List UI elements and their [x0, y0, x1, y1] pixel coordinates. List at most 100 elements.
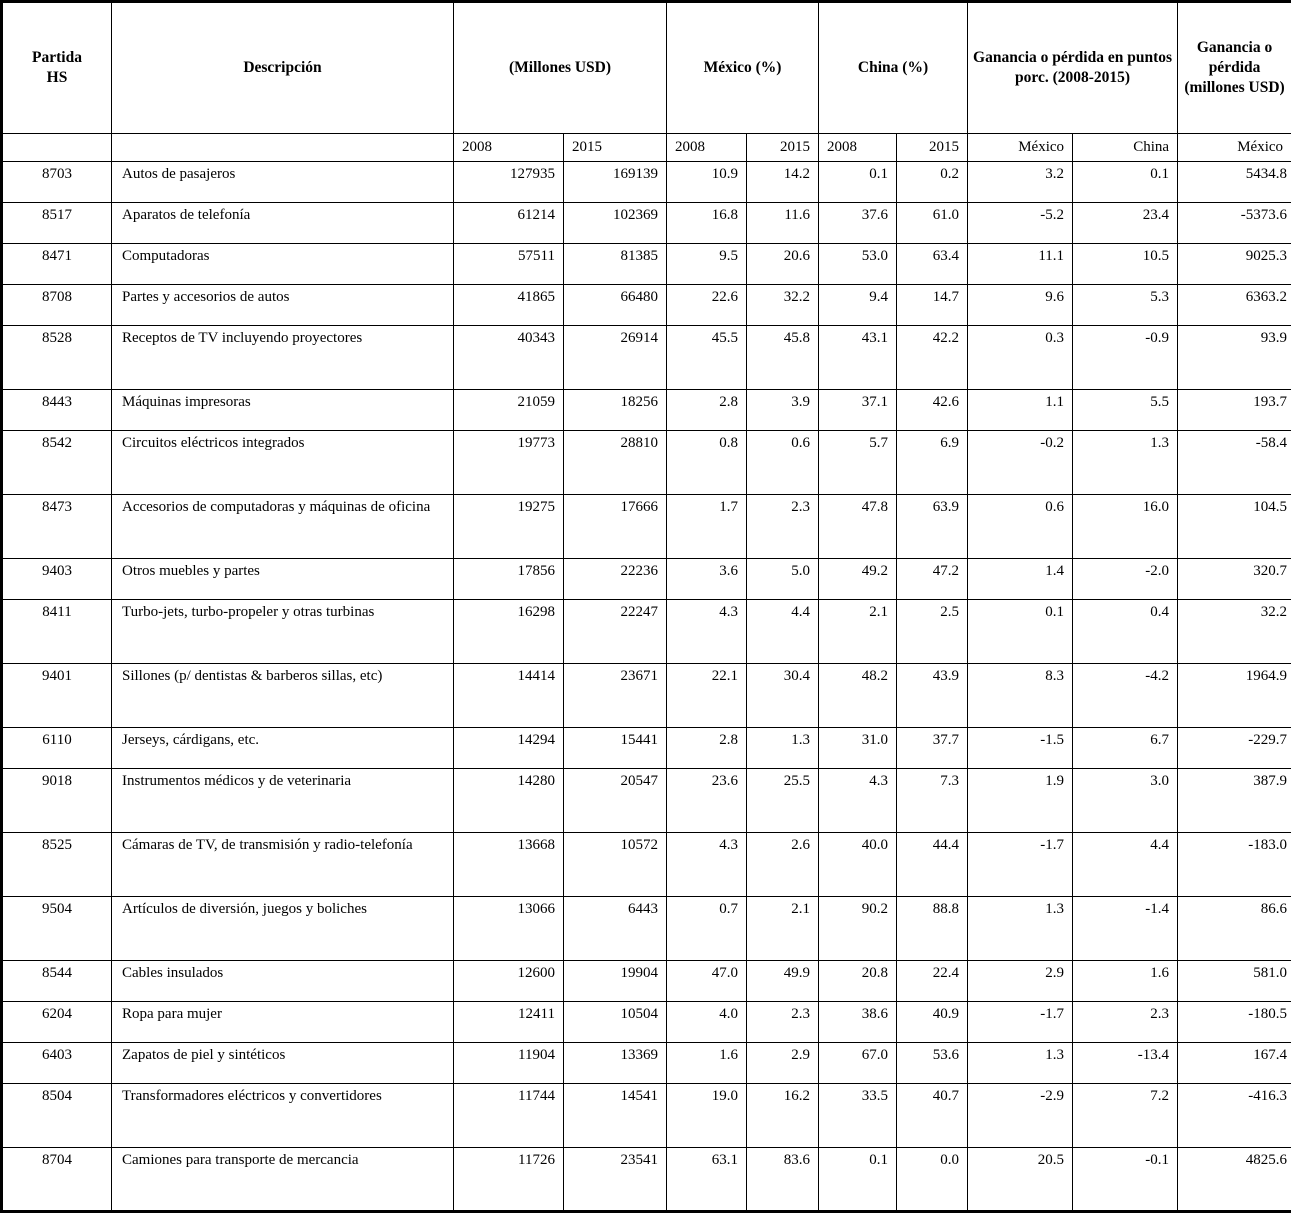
gain-usd-mexico-cell: -58.4: [1178, 431, 1291, 495]
china-2015-cell: 47.2: [897, 559, 968, 600]
mexico-2015-cell: 49.9: [747, 961, 819, 1002]
usd-2008-cell: 11904: [454, 1043, 564, 1084]
header-partida-hs: Partida HS: [2, 2, 112, 134]
gain-points-mexico-cell: 1.3: [968, 1043, 1073, 1084]
china-2015-cell: 0.2: [897, 162, 968, 203]
mexico-2015-cell: 1.3: [747, 728, 819, 769]
gain-points-mexico-cell: -1.7: [968, 833, 1073, 897]
header-ganancia-millones: Ganancia o pérdida (millones USD): [1178, 2, 1291, 134]
hs-code-cell: 8517: [2, 203, 112, 244]
gain-points-china-cell: 6.7: [1073, 728, 1178, 769]
usd-2008-cell: 13668: [454, 833, 564, 897]
mexico-2008-cell: 3.6: [667, 559, 747, 600]
mexico-2015-cell: 2.6: [747, 833, 819, 897]
description-cell: Instrumentos médicos y de veterinaria: [112, 769, 454, 833]
mexico-2008-cell: 1.7: [667, 495, 747, 559]
hs-code-cell: 8542: [2, 431, 112, 495]
mexico-2008-cell: 63.1: [667, 1148, 747, 1212]
usd-2008-cell: 14414: [454, 664, 564, 728]
gain-points-mexico-cell: 20.5: [968, 1148, 1073, 1212]
gain-usd-mexico-cell: -183.0: [1178, 833, 1291, 897]
gain-points-mexico-cell: 0.6: [968, 495, 1073, 559]
description-cell: Camiones para transporte de mercancia: [112, 1148, 454, 1212]
china-2015-cell: 42.6: [897, 390, 968, 431]
mexico-2008-cell: 22.1: [667, 664, 747, 728]
header-mexico-pct: México (%): [667, 2, 819, 134]
china-2015-cell: 61.0: [897, 203, 968, 244]
usd-2015-cell: 20547: [564, 769, 667, 833]
usd-2008-cell: 21059: [454, 390, 564, 431]
usd-2015-cell: 13369: [564, 1043, 667, 1084]
header-millones-usd: (Millones USD): [454, 2, 667, 134]
mexico-2008-cell: 0.8: [667, 431, 747, 495]
china-2008-cell: 90.2: [819, 897, 897, 961]
gain-points-china-cell: 3.0: [1073, 769, 1178, 833]
usd-2008-cell: 57511: [454, 244, 564, 285]
usd-2015-cell: 28810: [564, 431, 667, 495]
subheader-gain-usd-mexico: México: [1178, 134, 1291, 162]
description-cell: Accesorios de computadoras y máquinas de…: [112, 495, 454, 559]
gain-usd-mexico-cell: 320.7: [1178, 559, 1291, 600]
usd-2008-cell: 14294: [454, 728, 564, 769]
mexico-2008-cell: 1.6: [667, 1043, 747, 1084]
usd-2008-cell: 127935: [454, 162, 564, 203]
hs-code-cell: 6110: [2, 728, 112, 769]
china-2015-cell: 22.4: [897, 961, 968, 1002]
gain-usd-mexico-cell: -416.3: [1178, 1084, 1291, 1148]
gain-usd-mexico-cell: 93.9: [1178, 326, 1291, 390]
description-cell: Cables insulados: [112, 961, 454, 1002]
china-2015-cell: 0.0: [897, 1148, 968, 1212]
gain-points-china-cell: 16.0: [1073, 495, 1178, 559]
hs-code-cell: 8504: [2, 1084, 112, 1148]
china-2008-cell: 43.1: [819, 326, 897, 390]
gain-usd-mexico-cell: 193.7: [1178, 390, 1291, 431]
gain-usd-mexico-cell: 86.6: [1178, 897, 1291, 961]
description-cell: Circuitos eléctricos integrados: [112, 431, 454, 495]
gain-points-mexico-cell: 8.3: [968, 664, 1073, 728]
gain-points-mexico-cell: -5.2: [968, 203, 1073, 244]
mexico-2015-cell: 20.6: [747, 244, 819, 285]
gain-points-mexico-cell: 1.1: [968, 390, 1073, 431]
china-2008-cell: 33.5: [819, 1084, 897, 1148]
mexico-2015-cell: 25.5: [747, 769, 819, 833]
gain-usd-mexico-cell: 5434.8: [1178, 162, 1291, 203]
usd-2015-cell: 10504: [564, 1002, 667, 1043]
gain-usd-mexico-cell: 9025.3: [1178, 244, 1291, 285]
gain-points-mexico-cell: -0.2: [968, 431, 1073, 495]
gain-points-china-cell: 7.2: [1073, 1084, 1178, 1148]
gain-points-china-cell: -2.0: [1073, 559, 1178, 600]
mexico-2015-cell: 11.6: [747, 203, 819, 244]
usd-2008-cell: 11744: [454, 1084, 564, 1148]
gain-usd-mexico-cell: 32.2: [1178, 600, 1291, 664]
usd-2008-cell: 13066: [454, 897, 564, 961]
hs-code-cell: 8528: [2, 326, 112, 390]
gain-points-mexico-cell: 0.1: [968, 600, 1073, 664]
china-2015-cell: 63.4: [897, 244, 968, 285]
gain-points-mexico-cell: 11.1: [968, 244, 1073, 285]
hs-code-cell: 8544: [2, 961, 112, 1002]
mexico-2015-cell: 0.6: [747, 431, 819, 495]
description-cell: Computadoras: [112, 244, 454, 285]
china-2015-cell: 53.6: [897, 1043, 968, 1084]
gain-points-mexico-cell: 1.9: [968, 769, 1073, 833]
usd-2015-cell: 81385: [564, 244, 667, 285]
china-2008-cell: 49.2: [819, 559, 897, 600]
china-2008-cell: 0.1: [819, 162, 897, 203]
subheader-china-2015: 2015: [897, 134, 968, 162]
description-cell: Turbo-jets, turbo-propeler y otras turbi…: [112, 600, 454, 664]
china-2015-cell: 44.4: [897, 833, 968, 897]
hs-code-cell: 9504: [2, 897, 112, 961]
china-2015-cell: 43.9: [897, 664, 968, 728]
description-cell: Jerseys, cárdigans, etc.: [112, 728, 454, 769]
gain-usd-mexico-cell: -5373.6: [1178, 203, 1291, 244]
usd-2015-cell: 10572: [564, 833, 667, 897]
gain-points-china-cell: 5.5: [1073, 390, 1178, 431]
hs-code-cell: 9403: [2, 559, 112, 600]
subheader-empty-descripcion: [112, 134, 454, 162]
china-2015-cell: 7.3: [897, 769, 968, 833]
usd-2008-cell: 16298: [454, 600, 564, 664]
